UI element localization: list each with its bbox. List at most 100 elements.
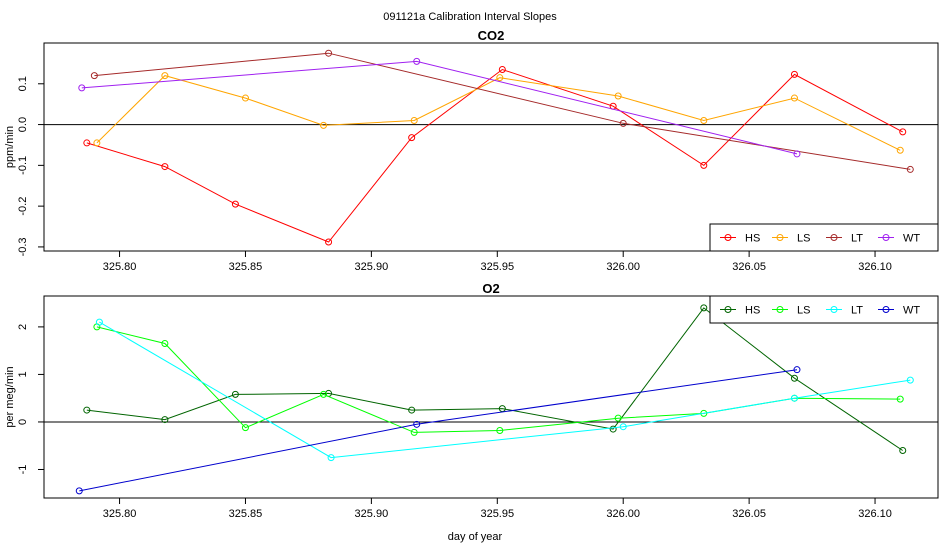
legend-swatch-point [882,234,890,241]
data-point [75,487,83,495]
series-line [96,75,901,151]
legend-box [709,295,939,324]
data-point [241,424,249,432]
data-point [90,72,98,80]
legend-label: LS [797,233,810,245]
data-point [83,406,91,414]
y-tick-label: 0.0 [17,117,29,132]
y-tick-label: 0 [17,419,29,425]
legend-swatch-point [724,306,732,313]
y-tick-label: 1 [17,371,29,377]
data-point [896,395,904,403]
series-ls [93,323,904,436]
legend-item-wt: WT [878,233,920,245]
data-point [793,366,801,374]
data-point [161,163,169,171]
x-tick-label: 326.10 [858,508,892,520]
series-line [96,326,901,433]
data-point [325,49,333,57]
x-tick-label: 325.95 [480,261,514,273]
legend-swatch-point [724,234,732,241]
chart-panels: CO2 ppm/min -0.3 -0.2 -0.1 0.0 0.1 325.80 325.85… [4,28,939,520]
data-point [899,128,907,136]
data-point [700,304,708,312]
data-point [413,420,421,428]
legend-swatch-point [882,306,890,313]
legend-label: LT [851,233,863,245]
legend-label: LT [851,305,863,317]
data-point [790,94,798,102]
data-point [609,425,617,433]
legend-item-lt: LT [826,233,863,245]
data-point [320,121,328,129]
x-tick-label: 326.00 [606,261,640,273]
series-wt [75,366,801,495]
legend-item-hs: HS [720,233,760,245]
series-hs [83,304,907,454]
x-tick-label: 325.80 [103,508,137,520]
legend-label: HS [745,305,760,317]
data-point [93,139,101,147]
x-axis-title: day of year [448,531,503,543]
data-point [790,394,798,402]
y-tick-label: -0.3 [17,237,29,256]
x-tick-label: 326.05 [732,261,766,273]
legend-swatch-point [776,306,784,313]
data-point [410,428,418,436]
data-point [619,119,627,127]
data-point [496,427,504,435]
main-title: 091121a Calibration Interval Slopes [383,11,557,23]
data-point [327,454,335,462]
y-tick-label: 2 [17,324,29,330]
data-point [614,414,622,422]
data-point [320,390,328,398]
x-tick-label: 326.05 [732,508,766,520]
series-line [86,68,903,243]
data-point [413,57,421,65]
x-tick-label: 325.85 [229,508,263,520]
data-point [614,92,622,100]
legend-label: HS [745,233,760,245]
data-point [793,150,801,158]
legend-label: WT [903,305,920,317]
series-wt [78,57,801,158]
x-tick-label: 325.80 [103,261,137,273]
series-line [86,307,903,451]
y-axis-title: ppm/min [4,126,16,168]
legend-swatch-point [830,306,838,313]
x-tick-label: 325.85 [229,261,263,273]
y-tick-label: -0.2 [17,197,29,216]
series-line [79,369,798,492]
plot-frame [43,42,939,252]
panel-co2: CO2 ppm/min -0.3 -0.2 -0.1 0.0 0.1 325.80 325.85… [4,28,939,273]
panel-o2: O2 per meg/min -1 0 1 2 325.80 325.85 325.90 325.… [4,281,939,520]
data-point [410,116,418,124]
x-tick-label: 325.90 [355,508,389,520]
data-point [496,74,504,82]
legend-item-wt: WT [878,305,920,317]
data-point [906,165,914,173]
data-point [700,161,708,169]
panel-title: CO2 [478,28,505,43]
legend-item-lt: LT [826,305,863,317]
legend-item-hs: HS [720,305,760,317]
series-line [81,60,798,155]
legend: HS LS LT WT [709,223,939,252]
panel-title: O2 [482,281,499,296]
legend-box [709,223,939,252]
series-lt [90,49,914,173]
legend-label: WT [903,233,920,245]
x-tick-label: 326.00 [606,508,640,520]
data-point [161,72,169,80]
data-point [78,84,86,92]
data-point [619,423,627,431]
y-tick-label: -0.1 [17,156,29,175]
data-point [899,446,907,454]
legend-item-ls: LS [772,305,810,317]
data-point [700,116,708,124]
data-point [231,200,239,208]
series-hs [83,66,907,246]
data-point [790,70,798,78]
series-lt [95,318,914,462]
